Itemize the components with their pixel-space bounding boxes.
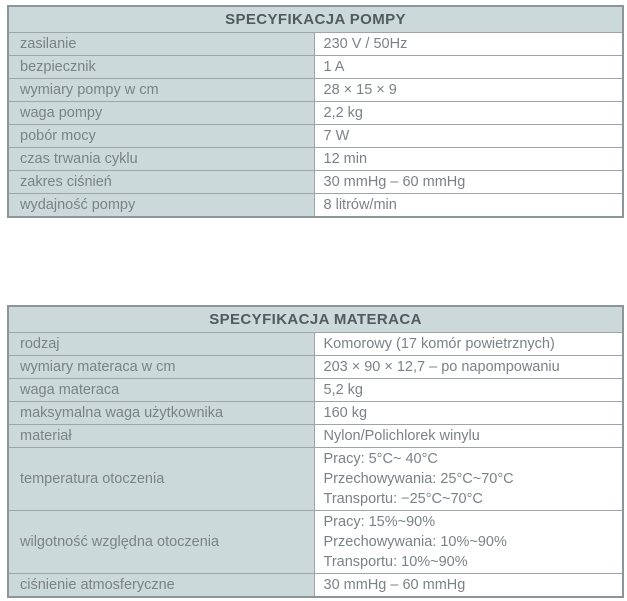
spec-value: 1 A bbox=[313, 55, 624, 79]
table-header-row: SPECYFIKACJA POMPY bbox=[7, 5, 624, 33]
table-row: rodzaj Komorowy (17 komór powietrznych) bbox=[7, 332, 624, 356]
pump-table-title-text: SPECYFIKACJA POMPY bbox=[225, 11, 406, 28]
table-row: materiał Nylon/Polichlorek winylu bbox=[7, 424, 624, 448]
table-row: wymiary pompy w cm 28 × 15 × 9 bbox=[7, 78, 624, 102]
table-row: ciśnienie atmosferyczne 30 mmHg – 60 mmH… bbox=[7, 573, 624, 598]
spec-label: rodzaj bbox=[7, 332, 315, 356]
table-row: wydajność pompy 8 litrów/min bbox=[7, 193, 624, 218]
table-row: waga pompy 2,2 kg bbox=[7, 101, 624, 125]
spec-value: 30 mmHg – 60 mmHg bbox=[313, 170, 624, 194]
table-row: waga materaca 5,2 kg bbox=[7, 378, 624, 402]
spec-value: Pracy: 15%~90% Przechowywania: 10%~90% T… bbox=[313, 510, 624, 574]
pump-spec-table: SPECYFIKACJA POMPY zasilanie 230 V / 50H… bbox=[7, 5, 624, 218]
spec-value: 7 W bbox=[313, 124, 624, 148]
spec-value: Komorowy (17 komór powietrznych) bbox=[313, 332, 624, 356]
spec-value: 203 × 90 × 12,7 – po napompowaniu bbox=[313, 355, 624, 379]
table-header-row: SPECYFIKACJA MATERACA bbox=[7, 305, 624, 333]
spec-value: 160 kg bbox=[313, 401, 624, 425]
mattress-spec-table: SPECYFIKACJA MATERACA rodzaj Komorowy (1… bbox=[7, 305, 625, 598]
spec-value: 230 V / 50Hz bbox=[313, 32, 624, 56]
table-row: zasilanie 230 V / 50Hz bbox=[7, 32, 624, 56]
spec-value: 5,2 kg bbox=[313, 378, 624, 402]
table-row: wilgotność względna otoczenia Pracy: 15%… bbox=[7, 510, 624, 574]
spec-value: 12 min bbox=[313, 147, 624, 171]
spec-label: wilgotność względna otoczenia bbox=[7, 510, 315, 574]
spec-label: zakres ciśnień bbox=[7, 170, 315, 194]
table-row: zakres ciśnień 30 mmHg – 60 mmHg bbox=[7, 170, 624, 194]
spec-label: zasilanie bbox=[7, 32, 315, 56]
spec-label: bezpiecznik bbox=[7, 55, 315, 79]
spec-value: 2,2 kg bbox=[313, 101, 624, 125]
spec-value: 8 litrów/min bbox=[313, 193, 624, 218]
table-row: pobór mocy 7 W bbox=[7, 124, 624, 148]
spec-label: pobór mocy bbox=[7, 124, 315, 148]
spec-value: Nylon/Polichlorek winylu bbox=[313, 424, 624, 448]
spec-label: maksymalna waga użytkownika bbox=[7, 401, 315, 425]
spec-value: Pracy: 5°C~ 40°C Przechowywania: 25°C~70… bbox=[313, 447, 624, 511]
table-row: maksymalna waga użytkownika 160 kg bbox=[7, 401, 624, 425]
spec-label: waga materaca bbox=[7, 378, 315, 402]
spec-label: materiał bbox=[7, 424, 315, 448]
spec-label: ciśnienie atmosferyczne bbox=[7, 573, 315, 598]
table-row: czas trwania cyklu 12 min bbox=[7, 147, 624, 171]
table-row: wymiary materaca w cm 203 × 90 × 12,7 – … bbox=[7, 355, 624, 379]
pump-table-title: SPECYFIKACJA POMPY bbox=[7, 5, 624, 33]
mattress-table-title-text: SPECYFIKACJA MATERACA bbox=[209, 311, 422, 328]
spec-label: temperatura otoczenia bbox=[7, 447, 315, 511]
mattress-table-title: SPECYFIKACJA MATERACA bbox=[7, 305, 624, 333]
spec-sheet-page: SPECYFIKACJA POMPY zasilanie 230 V / 50H… bbox=[0, 5, 627, 601]
spec-label: waga pompy bbox=[7, 101, 315, 125]
spec-value: 28 × 15 × 9 bbox=[313, 78, 624, 102]
spec-label: czas trwania cyklu bbox=[7, 147, 315, 171]
table-row: temperatura otoczenia Pracy: 5°C~ 40°C P… bbox=[7, 447, 624, 511]
spec-value: 30 mmHg – 60 mmHg bbox=[313, 573, 624, 598]
spec-label: wydajność pompy bbox=[7, 193, 315, 218]
table-row: bezpiecznik 1 A bbox=[7, 55, 624, 79]
spec-label: wymiary materaca w cm bbox=[7, 355, 315, 379]
spec-label: wymiary pompy w cm bbox=[7, 78, 315, 102]
